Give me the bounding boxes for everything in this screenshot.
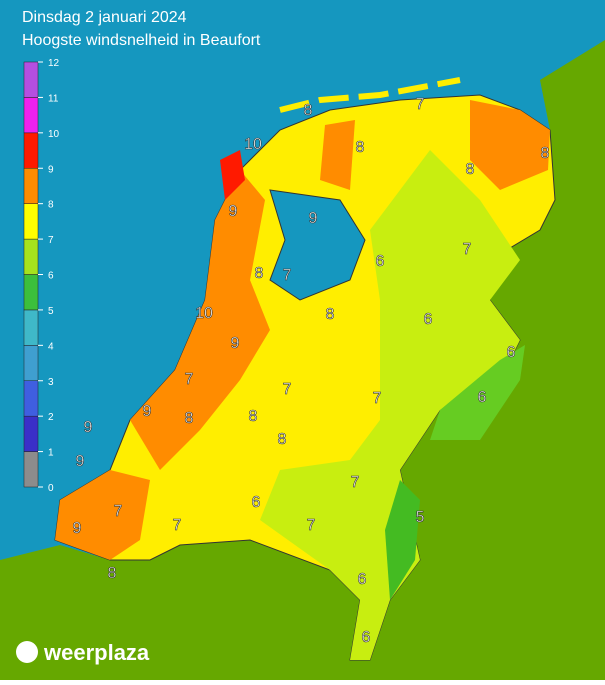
zone-6-7 [260,150,520,660]
isoline-label: 8 [249,408,258,425]
isoline-label: 9 [229,203,238,220]
legend-label: 8 [48,200,54,211]
isoline-label: 10 [195,305,213,322]
legend-label: 6 [48,271,54,282]
legend-label: 2 [48,412,54,423]
isoline-label: 6 [362,629,371,646]
legend-swatch [23,168,39,204]
legend-label: 7 [48,235,54,246]
isoline-label: 7 [307,517,316,534]
isoline-label: 7 [283,267,292,284]
isoline-label: 7 [283,381,292,398]
zone-5-6-limburg [385,480,420,600]
legend-label: 5 [48,306,54,317]
brand-logo [16,641,38,663]
legend-swatch [23,97,39,134]
zone-5-6-east [430,345,525,440]
isoline-label: 7 [463,241,472,258]
isoline-label: 6 [358,571,367,588]
isoline-label: 6 [478,389,487,406]
zone-8-9-zeeland [55,470,150,560]
brand: weerplaza [43,640,150,665]
legend-swatch [23,132,39,169]
isoline-label: 6 [252,494,261,511]
legend-label: 0 [48,483,54,494]
isoline-label: 9 [73,520,82,537]
isoline-label: 9 [143,403,152,420]
legend-swatch [23,309,39,346]
isoline-label: 9 [231,335,240,352]
surrounding-land [0,40,605,680]
legend-label: 12 [48,58,60,69]
isoline-label: 8 [278,431,287,448]
legend-swatch [23,345,39,382]
isoline-label: 7 [185,371,194,388]
zone-9-10-texel [220,150,245,200]
isoline-label: 9 [84,419,93,436]
isoline-label: 9 [309,210,318,227]
ijsselmeer [269,189,366,301]
title: Dinsdag 2 januari 2024 [22,9,187,26]
isoline-label: 8 [255,265,264,282]
legend-label: 11 [48,93,59,104]
legend-swatch [23,415,39,452]
legend-label: 4 [48,341,54,352]
legend-swatch [23,203,39,240]
legend-swatch [23,451,39,488]
isoline-label: 8 [108,565,117,582]
isoline-label: 9 [76,453,85,470]
isoline-label: 6 [507,344,516,361]
isoline-label: 8 [185,410,194,427]
legend-label: 9 [48,164,54,175]
legend-swatch [23,274,39,311]
isoline-label: 7 [173,517,182,534]
map-labels: 8 7 10 8 8 8 9 9 7 6 8 7 6 8 10 9 6 7 7 7 6 9 9 8 8 8 9 7 6 5 7 7 7 9 6 8 6 [72,96,550,647]
isoline-label: 8 [541,145,550,162]
isoline-label: 7 [373,390,382,407]
zone-8-9-coast [130,170,270,470]
legend-label: 10 [48,129,60,140]
legend-swatch [23,380,39,417]
isoline-label: 6 [376,253,385,270]
zone-8-9-groningen [470,100,550,190]
isoline-label: 8 [304,102,313,119]
legend-swatch [23,61,39,98]
legend-label: 1 [48,448,54,459]
legend-swatch [23,238,39,275]
isoline-label: 8 [326,306,335,323]
legend-label: 3 [48,377,54,388]
isoline-label: 7 [416,96,425,113]
isoline-label: 5 [416,509,425,526]
isoline-label: 7 [114,503,123,520]
isoline-label: 6 [424,311,433,328]
isoline-label: 10 [244,136,262,153]
isoline-label: 7 [351,474,360,491]
isoline-label: 8 [356,139,365,156]
zone-8-9-friesland [320,120,355,190]
isoline-label: 8 [466,161,475,178]
subtitle: Hoogste windsnelheid in Beaufort [22,32,261,49]
wadden-islands [279,77,461,113]
